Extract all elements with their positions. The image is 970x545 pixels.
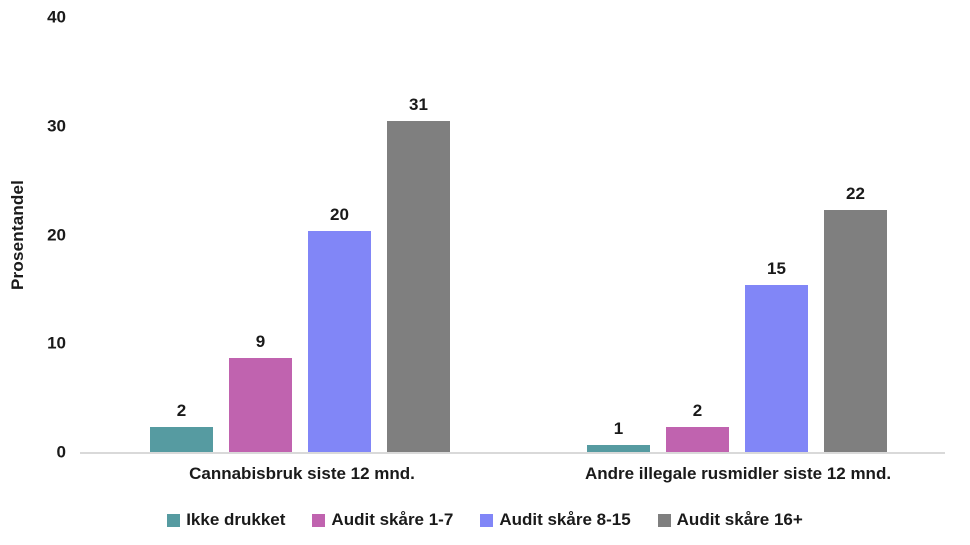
y-axis-tick-label: 10 xyxy=(47,333,66,353)
bar: 31 xyxy=(387,96,450,452)
legend-label: Audit skåre 8-15 xyxy=(499,510,631,529)
bar: 1 xyxy=(587,420,650,452)
legend-item: Audit skåre 8-15 xyxy=(480,510,631,530)
legend-item: Audit skåre 16+ xyxy=(657,510,803,530)
bar-value-label: 2 xyxy=(176,401,187,420)
y-axis-tick-label: 30 xyxy=(47,116,66,136)
plot-area: 2 9 20 31 1 2 15 22 xyxy=(80,17,945,454)
legend-item: Ikke drukket xyxy=(167,510,285,530)
bar-value-label: 2 xyxy=(692,401,703,420)
y-axis-tick-label: 0 xyxy=(56,442,66,462)
category-label: Cannabisbruk siste 12 mnd. xyxy=(189,464,415,483)
bar: 15 xyxy=(745,260,808,452)
y-axis-ticks: 0 10 20 30 40 xyxy=(26,0,66,545)
bar-value-label: 9 xyxy=(255,332,266,352)
legend-label: Ikke drukket xyxy=(186,510,286,529)
bar: 2 xyxy=(150,402,213,452)
category-label: Andre illegale rusmidler siste 12 mnd. xyxy=(584,464,892,483)
legend-label: Audit skåre 16+ xyxy=(676,510,803,529)
bar: 22 xyxy=(824,185,887,452)
legend-swatch-icon xyxy=(657,513,671,527)
legend-swatch-icon xyxy=(312,513,326,527)
bar: 9 xyxy=(229,333,292,452)
x-axis-line xyxy=(80,452,945,454)
legend-label: Audit skåre 1-7 xyxy=(331,510,454,529)
bar-group: 1 2 15 22 xyxy=(587,185,887,452)
bar: 2 xyxy=(666,402,729,452)
bar-value-label: 20 xyxy=(330,205,349,225)
y-axis-tick-label: 20 xyxy=(47,225,66,244)
bar-value-label: 31 xyxy=(409,95,428,115)
y-axis-tick-label: 40 xyxy=(47,7,66,27)
legend: Ikke drukket Audit skåre 1-7 Audit skåre 8… xyxy=(0,510,970,530)
legend-swatch-icon xyxy=(167,513,181,527)
bar-value-label: 15 xyxy=(767,258,786,278)
legend-swatch-icon xyxy=(480,513,494,527)
legend-item: Audit skåre 1-7 xyxy=(312,510,453,530)
bar-value-label: 1 xyxy=(613,418,624,438)
bar: 20 xyxy=(308,206,371,452)
bar-group: 2 9 20 31 xyxy=(150,96,450,452)
bar-value-label: 22 xyxy=(846,183,865,203)
